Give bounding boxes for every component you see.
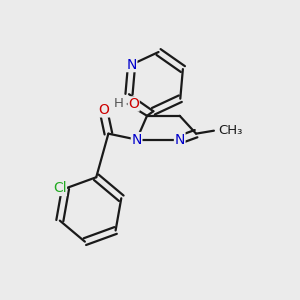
Text: H: H: [114, 98, 124, 110]
Text: N: N: [175, 133, 185, 147]
Text: Cl: Cl: [53, 182, 66, 195]
Text: N: N: [131, 133, 142, 147]
Text: O: O: [98, 103, 110, 117]
Text: O: O: [128, 97, 139, 111]
Text: N: N: [126, 58, 137, 72]
Text: CH₃: CH₃: [218, 124, 243, 137]
